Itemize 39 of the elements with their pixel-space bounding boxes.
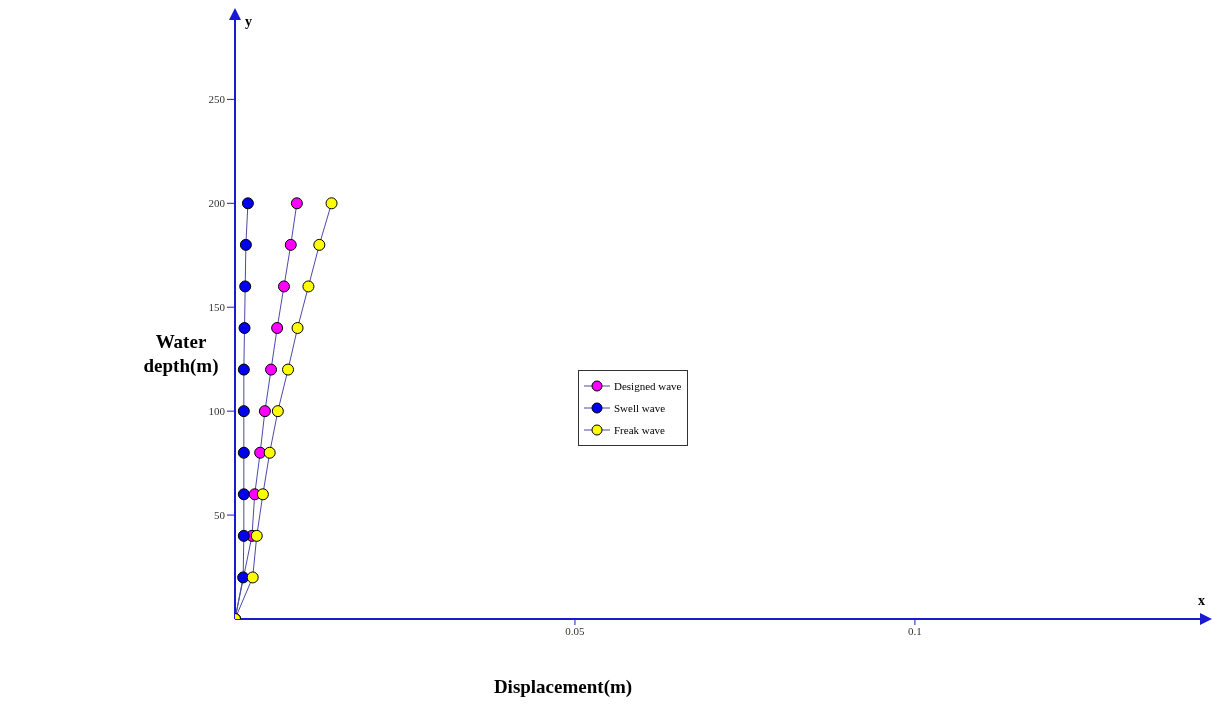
point xyxy=(263,446,276,459)
y-axis-title: Water depth(m) xyxy=(142,330,220,378)
y-tick-label: 200 xyxy=(208,197,226,210)
legend-label: Swell wave xyxy=(614,402,666,414)
point xyxy=(271,322,284,335)
point xyxy=(237,446,250,459)
point xyxy=(237,529,250,542)
point xyxy=(284,238,297,251)
point xyxy=(282,363,295,376)
x-tick-label: 0.1 xyxy=(908,624,922,637)
point xyxy=(265,363,278,376)
point xyxy=(250,529,263,542)
point xyxy=(239,280,252,293)
point xyxy=(290,197,303,210)
point xyxy=(302,280,315,293)
point xyxy=(325,197,338,210)
x-axis-title: Displacement(m) xyxy=(492,676,634,698)
point xyxy=(271,405,284,418)
point xyxy=(237,363,250,376)
y-tick-label: 50 xyxy=(214,508,226,521)
legend-label: Designed wave xyxy=(614,380,682,392)
point xyxy=(237,405,250,418)
annotation: y xyxy=(245,14,252,30)
point xyxy=(246,571,259,584)
point xyxy=(238,322,251,335)
y-tick-label: 100 xyxy=(208,405,226,418)
point xyxy=(256,488,269,501)
point xyxy=(241,197,254,210)
y-tick-label: 150 xyxy=(208,301,226,314)
point xyxy=(291,322,304,335)
point xyxy=(239,238,252,251)
point xyxy=(258,405,271,418)
point xyxy=(237,488,250,501)
annotation: x xyxy=(1198,593,1205,609)
point xyxy=(277,280,290,293)
x-tick-label: 0.05 xyxy=(565,624,586,637)
point xyxy=(313,238,326,251)
y-tick-label: 250 xyxy=(208,93,226,106)
legend-label: Freak wave xyxy=(614,424,666,436)
